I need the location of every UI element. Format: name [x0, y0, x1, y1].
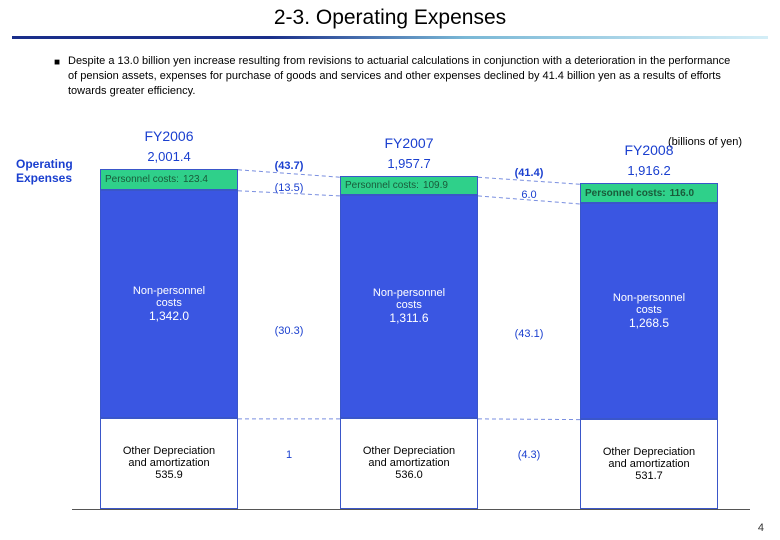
total-label: 1,957.7 — [340, 156, 478, 171]
bullet-text: ■ Despite a 13.0 billion yen increase re… — [68, 54, 740, 99]
bar-fy2007: Personnel costs: 109.9Non-personnelcosts… — [340, 176, 478, 509]
segment-non-personnel: Non-personnelcosts1,268.5 — [580, 203, 718, 419]
fy-label: FY2008 — [580, 142, 718, 158]
segment-other: Other Depreciationand amortization531.7 — [580, 419, 718, 509]
delta-label: (41.4) — [489, 167, 569, 179]
bullet-square-icon: ■ — [54, 56, 60, 70]
delta-label: (43.1) — [489, 328, 569, 340]
delta-label: 1 — [249, 449, 329, 461]
segment-personnel: Personnel costs: 123.4 — [100, 169, 238, 190]
total-label: 1,916.2 — [580, 163, 718, 178]
page-number: 4 — [758, 522, 764, 534]
fy-label: FY2007 — [340, 135, 478, 151]
y-axis-label: Operating Expenses — [16, 158, 80, 186]
total-label: 2,001.4 — [100, 149, 238, 164]
bar-fy2006: Personnel costs: 123.4Non-personnelcosts… — [100, 169, 238, 509]
bar-fy2008: Personnel costs: 116.0Non-personnelcosts… — [580, 183, 718, 509]
segment-personnel: Personnel costs: 109.9 — [340, 176, 478, 195]
segment-personnel: Personnel costs: 116.0 — [580, 183, 718, 203]
bullet-content: Despite a 13.0 billion yen increase resu… — [68, 55, 730, 97]
delta-label: (43.7) — [249, 160, 329, 172]
delta-label: (4.3) — [489, 449, 569, 461]
delta-label: 6.0 — [489, 189, 569, 201]
chart-area: Personnel costs: 123.4Non-personnelcosts… — [72, 140, 750, 510]
fy-label: FY2006 — [100, 128, 238, 144]
delta-label: (13.5) — [249, 182, 329, 194]
segment-non-personnel: Non-personnelcosts1,311.6 — [340, 195, 478, 418]
segment-other: Other Depreciationand amortization536.0 — [340, 418, 478, 509]
page-title: 2-3. Operating Expenses — [0, 6, 780, 30]
title-rule — [12, 36, 768, 39]
delta-label: (30.3) — [249, 325, 329, 337]
y-axis-label-l1: Operating — [16, 157, 73, 171]
baseline — [72, 509, 750, 510]
y-axis-label-l2: Expenses — [16, 171, 72, 185]
segment-non-personnel: Non-personnelcosts1,342.0 — [100, 190, 238, 418]
segment-other: Other Depreciationand amortization535.9 — [100, 418, 238, 509]
